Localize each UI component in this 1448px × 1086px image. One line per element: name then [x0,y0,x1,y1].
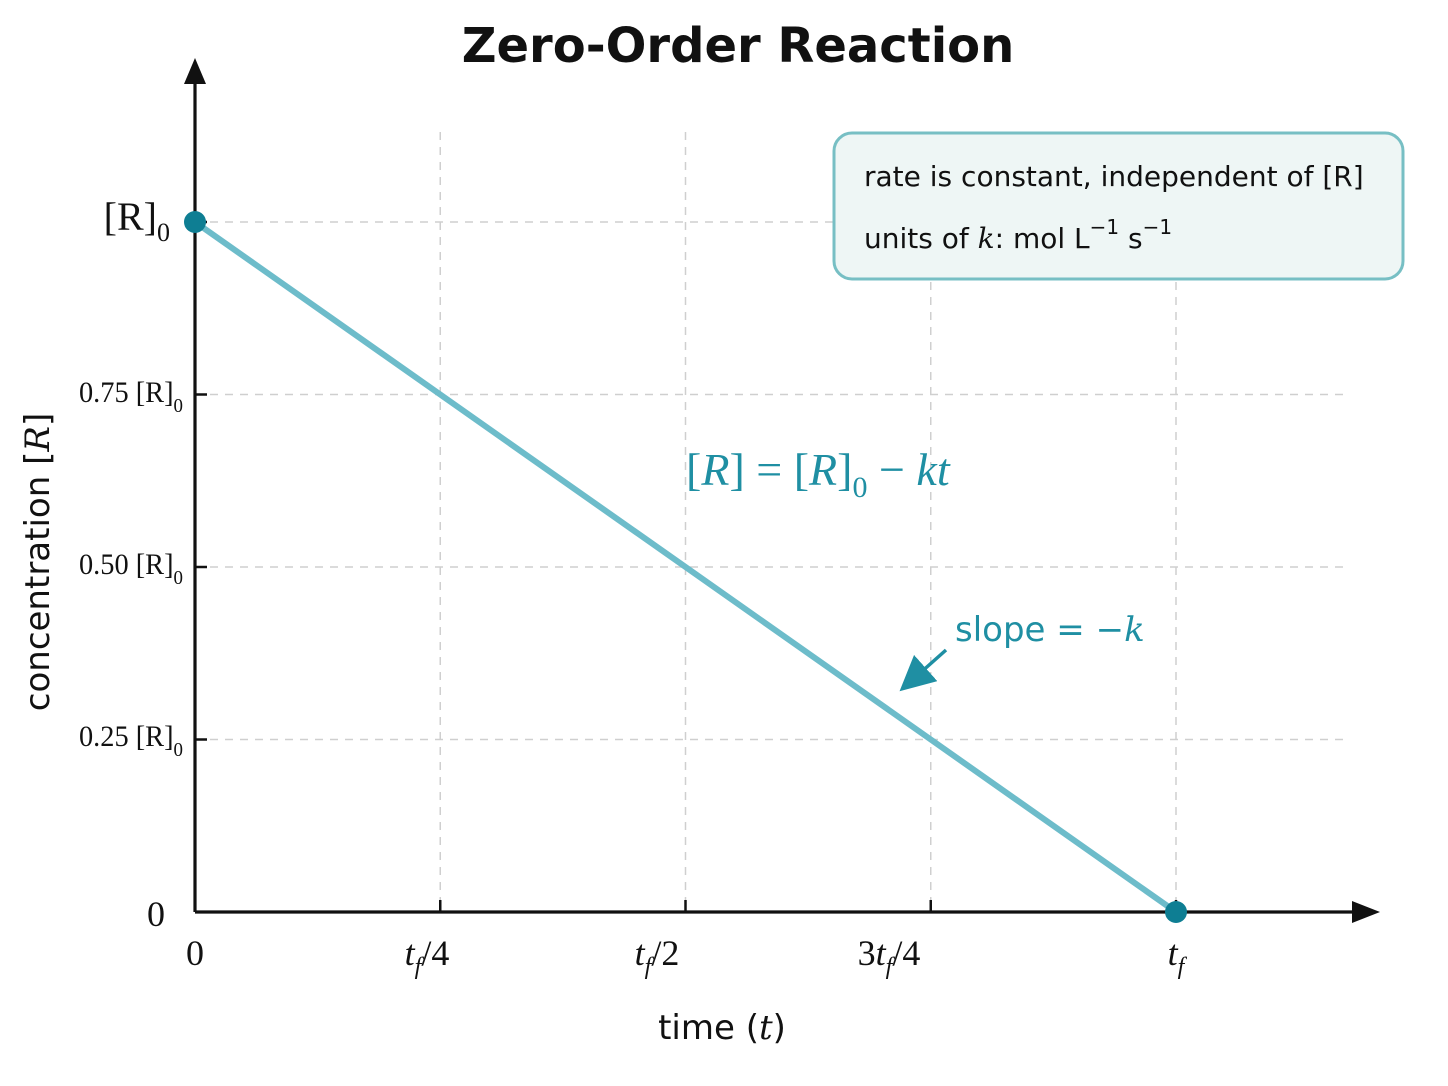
x-axis-arrow-icon [1352,901,1380,923]
x-tick-labels: 0 tf/4 tf/2 3tf/4 tf [186,933,1188,980]
y-tick-label-R0: [R]0 [104,194,170,247]
slope-arrow-icon [899,648,948,692]
info-box-line-2: units of k: mol L−1 s−1 [864,215,1172,255]
y-tick-label-0.75: 0.75 [R]0 [79,376,183,417]
y-tick-labels: 0 0.25 [R]0 0.50 [R]0 0.75 [R]0 [R]0 [79,194,183,934]
y-axis-arrow-icon [184,58,206,84]
y-axis-label: concentration [R] [18,413,58,711]
x-axis-label: time (t) [658,1008,786,1048]
data-point-1 [1165,901,1187,923]
x-tick-label-tf: tf [1168,933,1188,980]
info-box-line-1: rate is constant, independent of [R] [864,160,1364,193]
info-box-frame [832,131,1405,281]
x-tick-label-0: 0 [186,933,204,973]
data-point-0 [184,211,206,233]
equation-annotation: [R] = [R]0 − kt [686,444,951,504]
x-tick-label-tf-2: tf/2 [635,933,680,980]
x-tick-label-tf-4: tf/4 [405,933,450,980]
x-tick-label-3tf-4: 3tf/4 [858,933,921,980]
y-tick-label-0.25: 0.25 [R]0 [79,720,183,761]
y-tick-label-0.50: 0.50 [R]0 [79,548,183,589]
series [184,211,1187,923]
info-box: rate is constant, independent of [R] uni… [832,131,1405,281]
y-tick-label-0: 0 [147,894,165,934]
series-line-0 [192,219,1179,915]
slope-annotation: slope = −k [955,610,1145,650]
chart-title: Zero-Order Reaction [462,18,1015,74]
